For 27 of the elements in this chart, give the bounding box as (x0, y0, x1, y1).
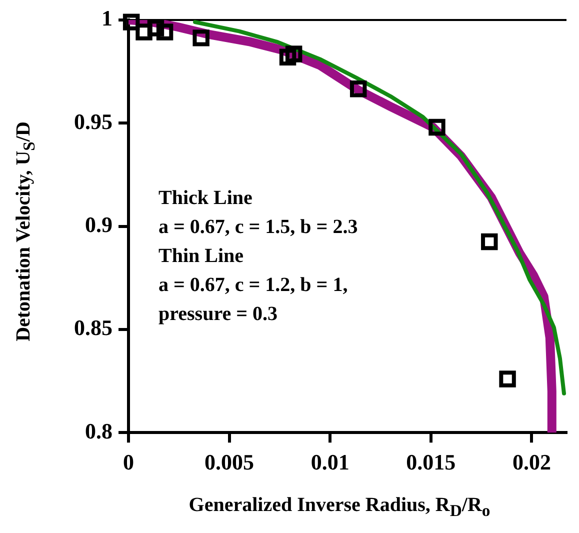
annotation: a = 0.67, c = 1.5, b = 2.3 (158, 216, 358, 238)
y-tick-label: 0.85 (74, 315, 112, 340)
x-tick-label: 0.02 (512, 449, 551, 474)
x-tick-label: 0.01 (310, 449, 350, 474)
point (122, 14, 140, 30)
y-tick-label: 0.8 (85, 418, 112, 444)
y-tick-label: 1 (102, 6, 112, 31)
point (156, 24, 174, 40)
annotation: Thick Line (158, 187, 253, 209)
point (499, 370, 516, 388)
point (285, 46, 302, 62)
annotation: a = 0.67, c = 1.2, b = 1, (158, 274, 348, 296)
x-tick-label: 0.005 (204, 449, 254, 474)
x-tick-label: 0 (123, 449, 134, 474)
point (350, 80, 367, 98)
point (147, 20, 164, 36)
x-tick-label: 0.015 (406, 449, 456, 474)
y-tick-label: 0.95 (74, 108, 112, 134)
point (481, 233, 498, 250)
point (428, 118, 446, 136)
point (192, 30, 210, 46)
y-tick-label: 0.9 (85, 212, 112, 237)
point (136, 24, 152, 40)
point (279, 48, 296, 66)
x-axis-title: Generalized Inverse Radius, R$_{D}$/R$_{o}$ (188, 494, 492, 521)
annotation: pressure = 0.3 (158, 303, 278, 325)
annotation: Thin Line (158, 245, 244, 267)
